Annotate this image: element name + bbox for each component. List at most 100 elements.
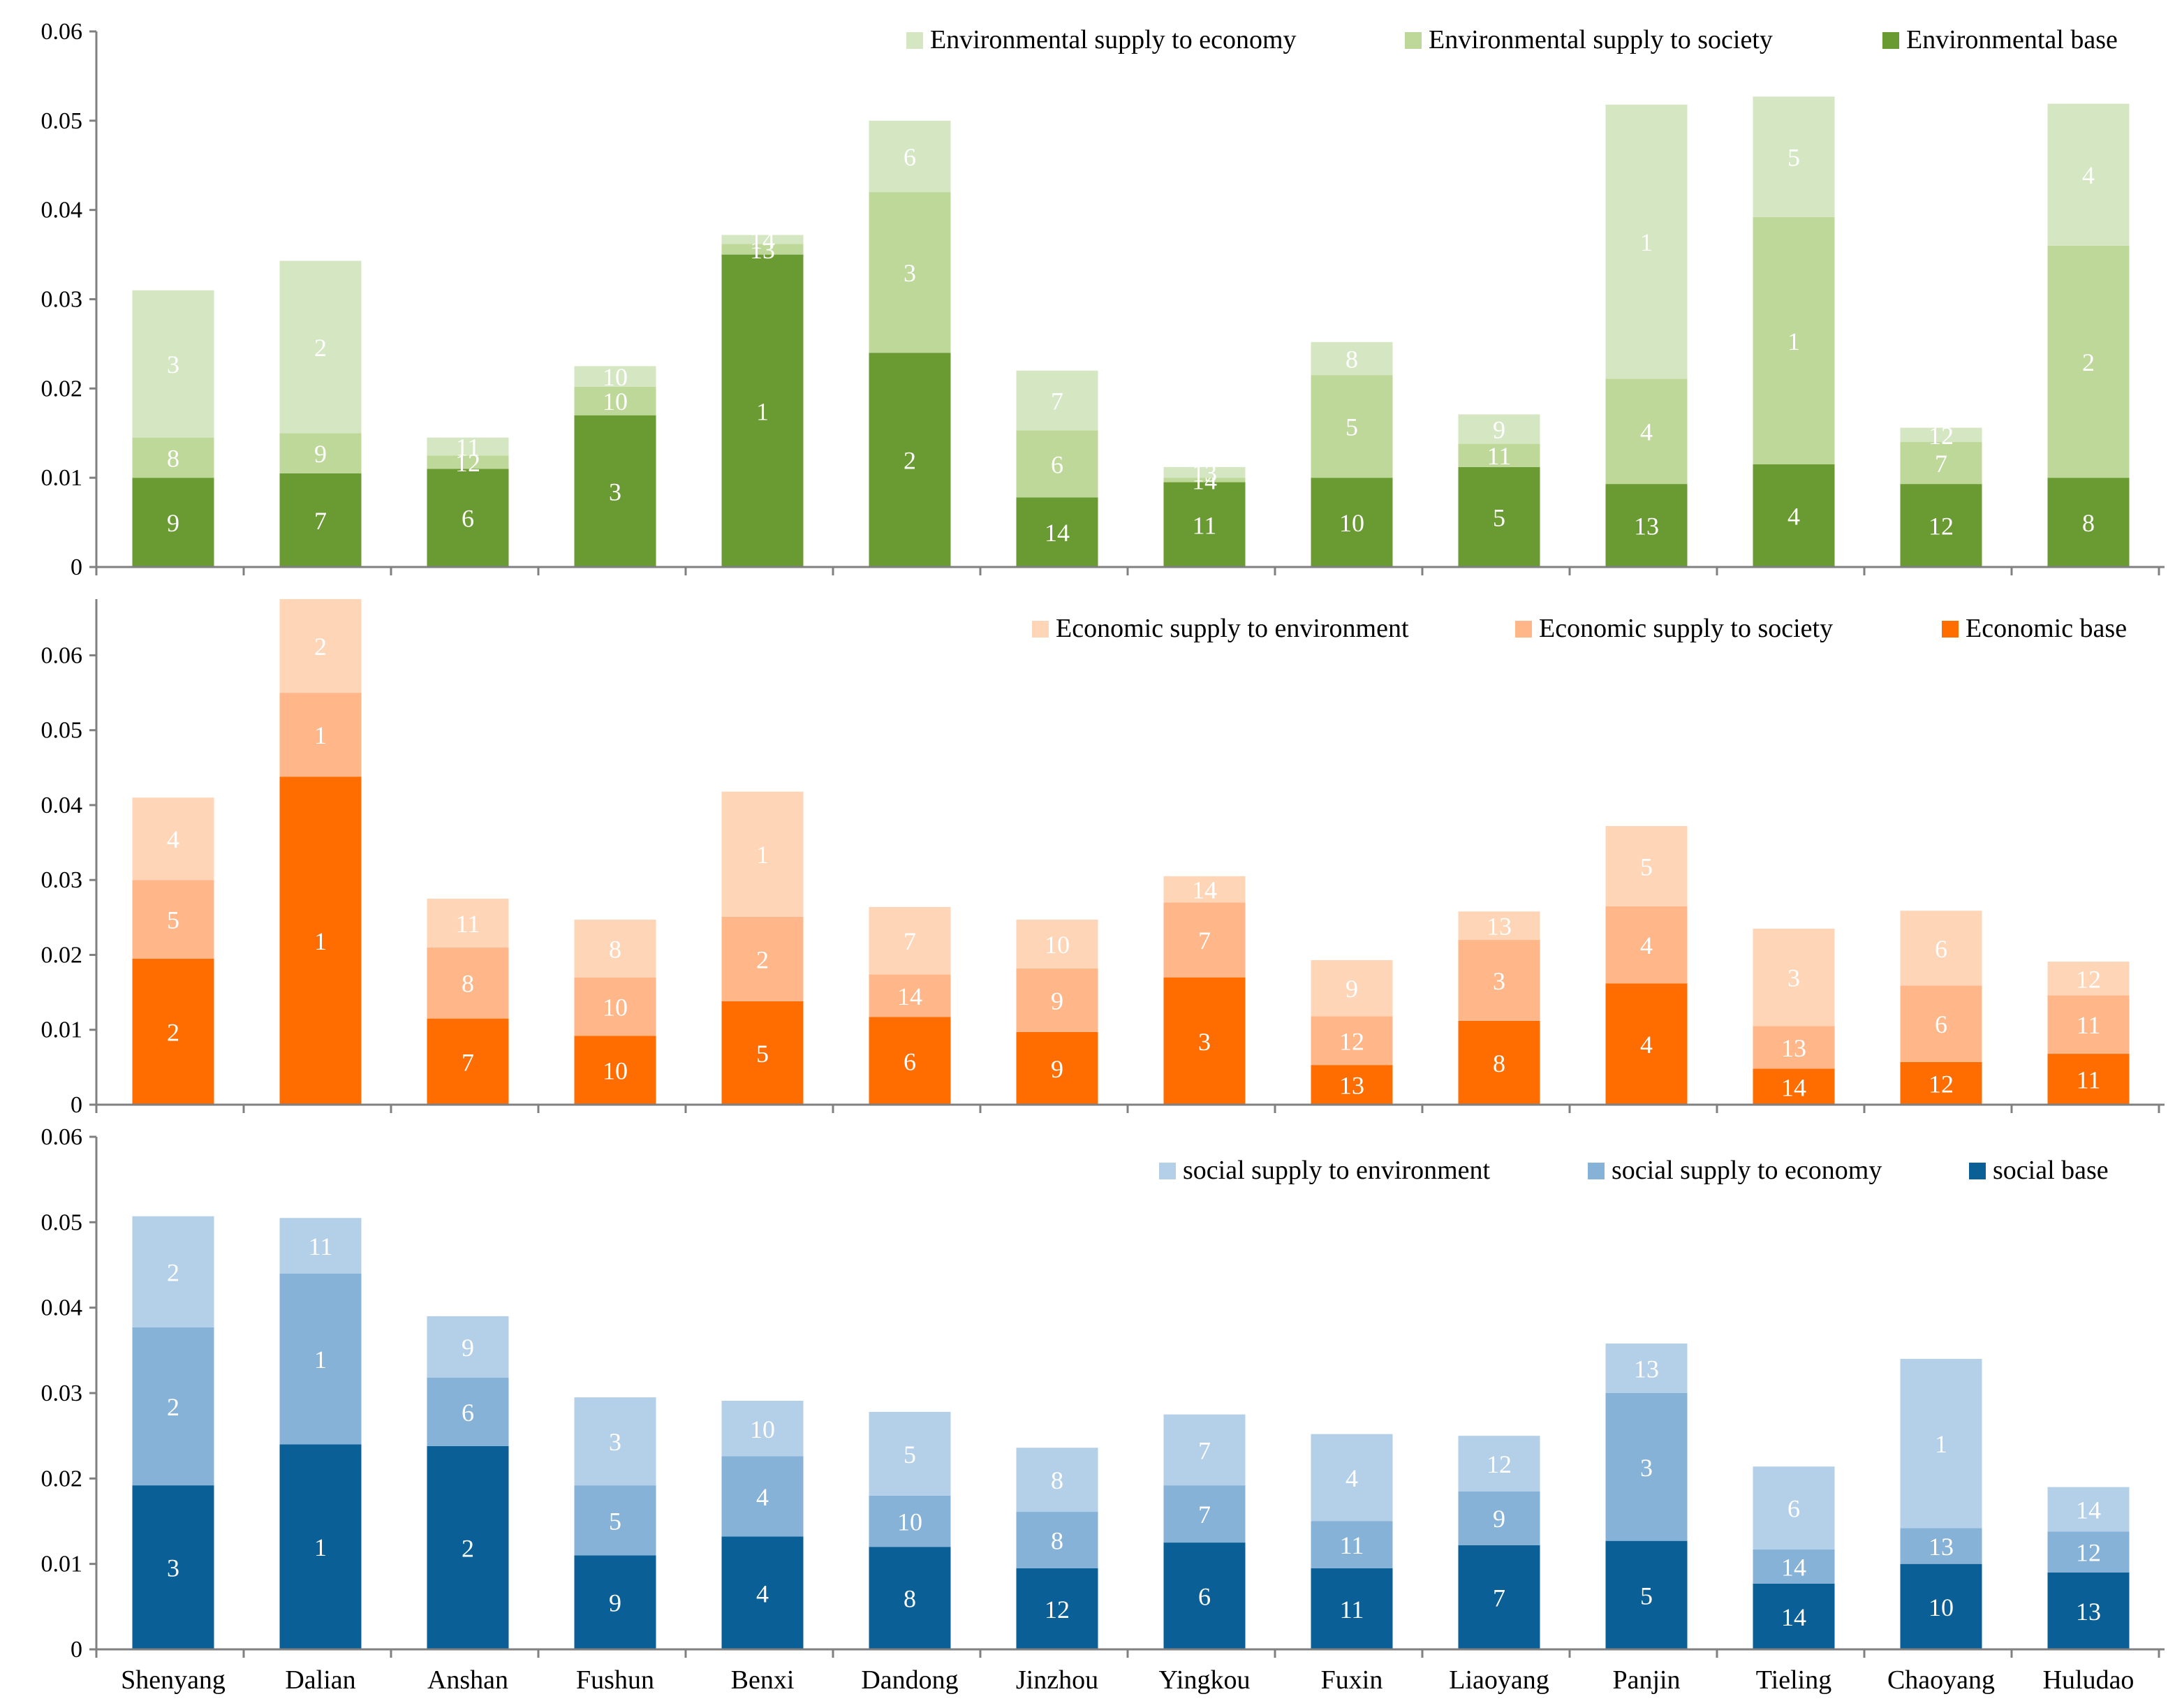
social-bar-segment — [1900, 1563, 1982, 1649]
environmental-rank-label: 14 — [750, 226, 775, 254]
environmental-rank-label: 9 — [167, 509, 179, 537]
economic-rank-label: 2 — [314, 633, 327, 661]
social-rank-label: 6 — [1198, 1583, 1211, 1611]
economic-legend-swatch — [1032, 621, 1049, 638]
social-rank-label: 12 — [2076, 1539, 2101, 1567]
social-bar-segment — [427, 1445, 509, 1649]
social-bar-segment — [1605, 1343, 1688, 1393]
social-y-tick-label: 0 — [71, 1637, 82, 1663]
social-legend-entry: social supply to economy — [1588, 1156, 1882, 1185]
economic-bar-segment — [1311, 1065, 1393, 1105]
environmental-rank-label: 12 — [1929, 513, 1954, 540]
environmental-rank-label: 8 — [2082, 509, 2095, 537]
environmental-bar-segment — [1163, 478, 1246, 483]
environmental-y-tick-label: 0.04 — [41, 198, 83, 223]
economic-rank-label: 7 — [904, 927, 916, 955]
economic-bar-segment — [427, 1018, 509, 1105]
environmental-rank-label: 5 — [1493, 503, 1505, 531]
social-y-tick-label: 0.04 — [41, 1295, 83, 1321]
economic-rank-label: 5 — [756, 1040, 769, 1068]
social-rank-label: 7 — [1198, 1436, 1211, 1464]
economic-rank-label: 3 — [1787, 964, 1800, 992]
social-legend-entry: social supply to environment — [1159, 1156, 1491, 1185]
economic-rank-label: 14 — [1781, 1073, 1806, 1101]
social-legend-swatch — [1588, 1163, 1605, 1179]
social-bar-segment — [2047, 1531, 2130, 1573]
environmental-bar-segment — [574, 415, 656, 567]
environmental-bar-segment — [1753, 464, 1835, 567]
environmental-y-tick-label: 0.06 — [41, 19, 83, 45]
environmental-bar-segment — [1458, 443, 1540, 467]
environmental-bar-segment — [1016, 497, 1098, 567]
environmental-rank-label: 5 — [1787, 144, 1800, 172]
economic-y-tick-label: 0.05 — [41, 718, 83, 744]
environmental-rank-label: 7 — [314, 507, 327, 535]
economic-bar-segment — [2047, 1054, 2130, 1105]
environmental-bar-segment — [721, 244, 804, 255]
economic-rank-label: 4 — [167, 825, 179, 853]
environmental-bar-segment — [427, 437, 509, 456]
social-bar-segment — [427, 1316, 509, 1378]
economic-bar-segment — [574, 920, 656, 978]
social-rank-label: 2 — [167, 1258, 179, 1286]
environmental-bar-segment — [279, 473, 362, 567]
environmental-rank-label: 11 — [1487, 442, 1512, 470]
category-label: Benxi — [731, 1665, 795, 1695]
social-legend-label: social supply to environment — [1183, 1156, 1491, 1185]
environmental-bar-segment — [1753, 216, 1835, 464]
economic-bar-segment — [427, 899, 509, 948]
category-label: Panjin — [1612, 1665, 1680, 1695]
economic-bar-segment — [1016, 968, 1098, 1032]
economic-rank-label: 6 — [1935, 1010, 1947, 1038]
social-bar-segment — [869, 1495, 951, 1547]
social-bar-segment — [1605, 1393, 1688, 1541]
panel-social: 00.010.020.030.040.050.06322111126995344… — [41, 1124, 2165, 1695]
economic-rank-label: 13 — [1781, 1034, 1806, 1062]
economic-rank-label: 2 — [167, 1018, 179, 1046]
economic-legend-label: Economic base — [1966, 614, 2127, 643]
economic-legend-entry: Economic base — [1942, 614, 2127, 643]
environmental-rank-label: 7 — [1935, 450, 1947, 478]
environmental-rank-label: 4 — [2082, 161, 2095, 189]
economic-rank-label: 10 — [1045, 931, 1070, 959]
economic-bar-segment — [1900, 911, 1982, 986]
economic-bar-segment — [721, 916, 804, 1001]
economic-rank-label: 14 — [897, 982, 922, 1010]
economic-bar-segment — [1753, 1026, 1835, 1069]
economic-y-tick-label: 0 — [71, 1092, 82, 1118]
economic-rank-label: 1 — [314, 927, 327, 955]
environmental-bar-segment — [1016, 430, 1098, 498]
social-bar-segment — [1900, 1528, 1982, 1564]
category-label: Chaoyang — [1887, 1665, 1995, 1695]
economic-legend-label: Economic supply to environment — [1056, 614, 1409, 643]
category-label: Fushun — [576, 1665, 654, 1695]
economic-rank-label: 5 — [167, 906, 179, 934]
social-bar-segment — [2047, 1487, 2130, 1532]
environmental-bar-segment — [279, 260, 362, 434]
economic-bar-segment — [869, 906, 951, 975]
environmental-rank-label: 1 — [1640, 228, 1653, 256]
economic-rank-label: 4 — [1640, 932, 1653, 959]
economic-bar-segment — [1605, 983, 1688, 1105]
social-rank-label: 14 — [2076, 1496, 2101, 1524]
economic-y-tick-label: 0.04 — [41, 793, 83, 818]
economic-rank-label: 11 — [2077, 1066, 2101, 1094]
economic-rank-label: 14 — [1192, 876, 1217, 904]
social-bar-segment — [1163, 1543, 1246, 1649]
environmental-rank-label: 6 — [1051, 450, 1063, 478]
economic-legend-entry: Economic supply to environment — [1032, 614, 1409, 643]
social-bar-segment — [1900, 1359, 1982, 1529]
panel-environmental: 00.010.020.030.040.050.06983792612113101… — [41, 19, 2165, 580]
social-bar-segment — [721, 1456, 804, 1537]
environmental-bar-segment — [1605, 104, 1688, 379]
environmental-rank-label: 5 — [1345, 413, 1358, 441]
social-rank-label: 5 — [609, 1507, 621, 1535]
social-rank-label: 3 — [167, 1554, 179, 1582]
economic-bar-segment — [1458, 940, 1540, 1021]
economic-y-tick-label: 0.03 — [41, 867, 83, 893]
social-bar-segment — [574, 1485, 656, 1556]
social-rank-label: 4 — [756, 1580, 769, 1607]
environmental-bar-segment — [427, 469, 509, 567]
environmental-legend-label: Environmental supply to society — [1429, 25, 1773, 54]
environmental-legend-swatch — [1405, 32, 1422, 49]
